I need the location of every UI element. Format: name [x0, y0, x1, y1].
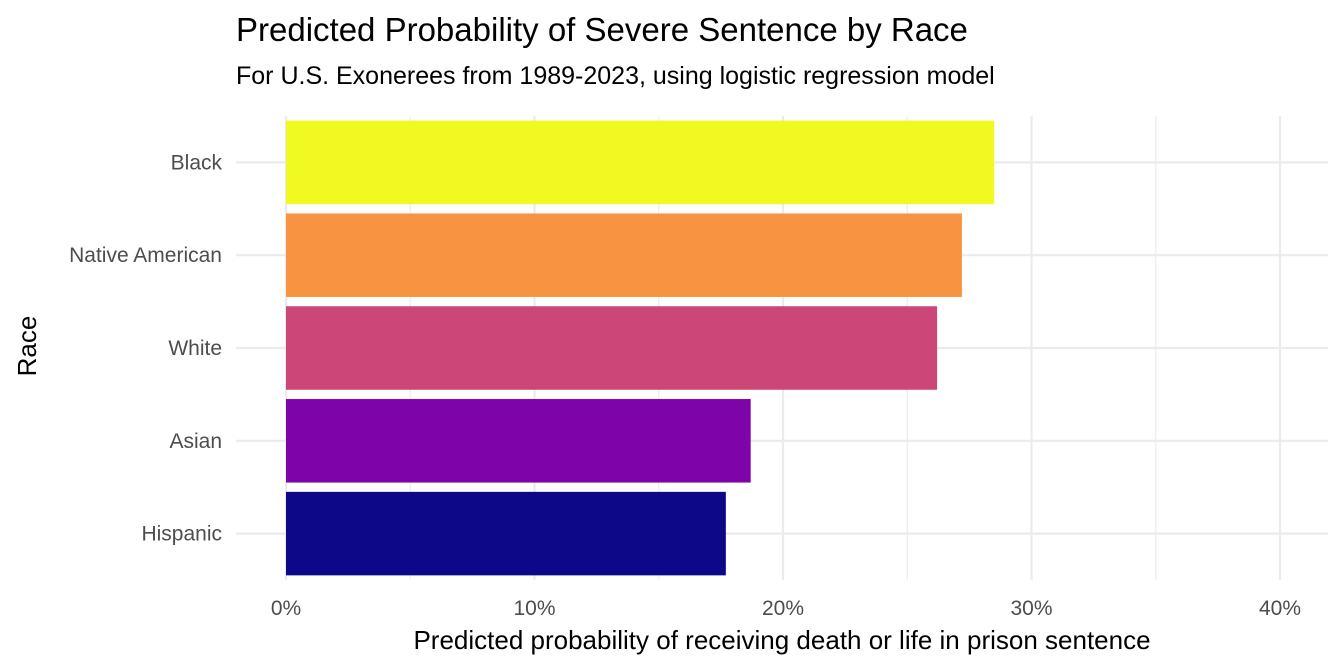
bar-native-american	[286, 213, 962, 297]
y-axis-title: Race	[12, 316, 42, 377]
bar-hispanic	[286, 491, 726, 576]
bars	[286, 120, 995, 576]
x-tick-label: 0%	[271, 597, 301, 620]
x-tick-label: 10%	[513, 597, 555, 620]
y-tick-label-native-american: Native American	[69, 244, 222, 267]
x-tick-label: 20%	[762, 597, 804, 620]
chart-subtitle: For U.S. Exonerees from 1989-2023, using…	[236, 62, 995, 90]
y-tick-labels: Black Native American White Asian Hispanic	[69, 151, 222, 545]
x-axis-title: Predicted probability of receiving death…	[413, 625, 1150, 655]
y-tick-label-black: Black	[171, 151, 223, 174]
bar-asian	[286, 399, 751, 483]
y-tick-label-white: White	[168, 337, 222, 360]
bar-black	[286, 120, 995, 205]
y-tick-label-asian: Asian	[169, 430, 222, 453]
chart-title: Predicted Probability of Severe Sentence…	[236, 11, 968, 48]
bar-white	[286, 306, 938, 390]
x-tick-labels: 0% 10% 20% 30% 40%	[271, 597, 1301, 620]
x-tick-label: 40%	[1259, 597, 1301, 620]
x-tick-label: 30%	[1010, 597, 1052, 620]
y-tick-label-hispanic: Hispanic	[141, 523, 222, 546]
